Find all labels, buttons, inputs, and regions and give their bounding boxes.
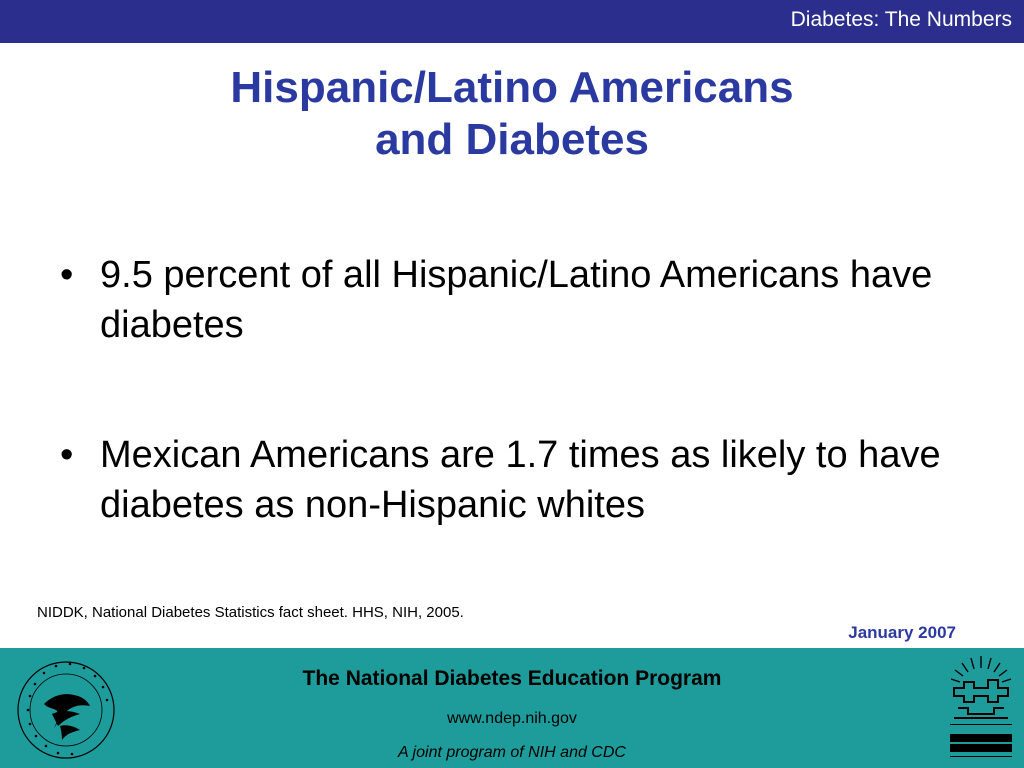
bullet-text: Mexican Americans are 1.7 times as likel…	[100, 434, 941, 526]
footer-program-name: The National Diabetes Education Program	[302, 667, 722, 690]
bullet-list: • 9.5 percent of all Hispanic/Latino Ame…	[58, 250, 958, 530]
slide-date: January 2007	[848, 623, 956, 642]
bullet-item: • Mexican Americans are 1.7 times as lik…	[58, 430, 958, 530]
slide-title-line-1: Hispanic/Latino Americans	[230, 63, 794, 112]
bullet-dot-icon: •	[60, 434, 74, 476]
bullet-item: • 9.5 percent of all Hispanic/Latino Ame…	[58, 250, 958, 350]
source-citation: NIDDK, National Diabetes Statistics fact…	[37, 604, 464, 621]
footer-url-link[interactable]: www.ndep.nih.gov	[447, 710, 577, 727]
bullet-dot-icon: •	[60, 254, 74, 296]
hhs-seal-icon	[17, 661, 115, 759]
slide-title-line-2: and Diabetes	[375, 115, 649, 164]
footer-bar: The National Diabetes Education Program …	[0, 648, 1024, 768]
bullet-text: 9.5 percent of all Hispanic/Latino Ameri…	[100, 254, 933, 346]
section-title: Diabetes: The Numbers	[790, 8, 1012, 31]
ndep-logo-icon	[950, 656, 1012, 757]
slide-title: Hispanic/Latino Americans and Diabetes	[0, 62, 1024, 166]
header-bar: Diabetes: The Numbers	[0, 0, 1024, 43]
footer-tagline: A joint program of NIH and CDC	[398, 744, 626, 761]
